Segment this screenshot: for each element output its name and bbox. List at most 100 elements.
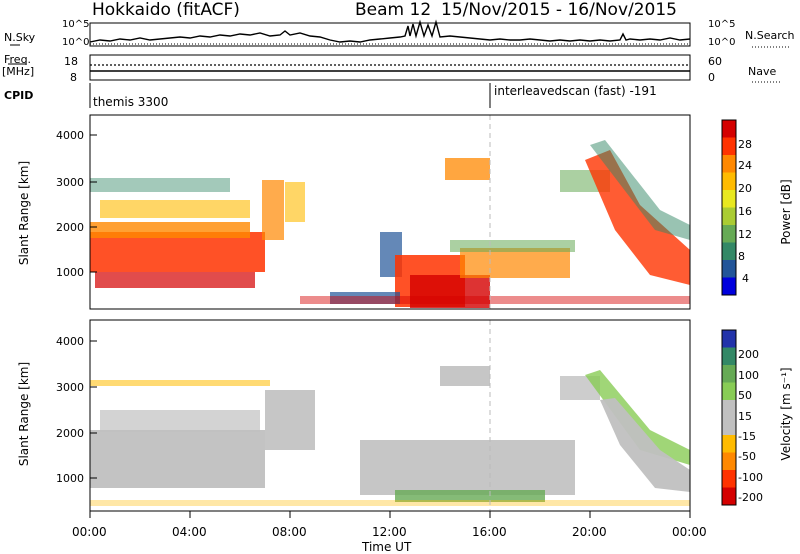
- cpid-segment-1: themis 3300: [93, 95, 169, 109]
- power-blob-left-low: [95, 272, 255, 288]
- x-axis: [89, 511, 691, 518]
- power-colorbar-swatch: [722, 137, 736, 156]
- power-colorbar-swatch: [722, 172, 736, 191]
- xtick-1600: 16:00: [472, 525, 507, 539]
- velocity-panel: [89, 319, 691, 512]
- vel-blob-plume: [265, 390, 315, 450]
- xtick-2000: 20:00: [572, 525, 607, 539]
- velocity-ytick-4000: 4000: [56, 335, 84, 348]
- vel-blob-center-green: [395, 490, 545, 502]
- nsky-label: N.Sky: [4, 31, 36, 44]
- power-blob-left-top: [90, 178, 230, 192]
- power-panel: [89, 114, 691, 310]
- count-tick-high-right: 10^5: [708, 19, 736, 30]
- power-colorbar: [721, 119, 737, 296]
- power-blob-left-base: [90, 232, 265, 272]
- count-tick-high-left: 10^5: [62, 19, 90, 30]
- power-cb-tick-20: 20: [738, 182, 752, 195]
- power-blob-mid-band-green: [450, 240, 575, 252]
- power-ytick-3000: 3000: [56, 176, 84, 189]
- power-cb-tick-16: 16: [738, 205, 752, 218]
- power-ytick-4000: 4000: [56, 129, 84, 142]
- velocity-colorbar-swatch: [722, 382, 736, 401]
- nsky-panel: [10, 19, 790, 48]
- cpid-panel: [89, 83, 491, 108]
- vel-cb-tick-200: 200: [738, 348, 759, 361]
- xtick-0000: 00:00: [72, 525, 107, 539]
- velocity-colorbar-swatch: [722, 365, 736, 383]
- velocity-colorbar: [721, 329, 737, 506]
- power-cb-tick-4: 4: [742, 272, 749, 285]
- power-blob-mid-band: [460, 248, 570, 278]
- power-colorbar-swatch: [722, 242, 736, 261]
- power-cb-tick-24: 24: [738, 159, 752, 172]
- velocity-colorbar-swatch: [722, 435, 736, 453]
- nave-label: Nave: [748, 65, 777, 78]
- nsearch-label: N.Search: [745, 29, 795, 42]
- vel-blob-center: [360, 440, 575, 495]
- velocity-colorbar-frame: [721, 329, 737, 506]
- power-colorbar-swatch: [722, 207, 736, 226]
- power-blob-right-arc: [585, 150, 690, 285]
- vel-cb-tick-m200: -200: [738, 491, 763, 504]
- station-title: Hokkaido (fitACF): [92, 0, 240, 20]
- power-blob-right-arc-outer: [590, 140, 690, 240]
- power-ytick-2000: 2000: [56, 221, 84, 234]
- freq-tick-low: 8: [70, 71, 77, 84]
- vel-blob-right-arc-green: [585, 370, 690, 465]
- velocity-colorbar-swatch: [722, 487, 736, 506]
- velocity-colorbar-swatch: [722, 452, 736, 471]
- power-blob-center-red: [410, 275, 490, 308]
- date-range: 15/Nov/2015 - 16/Nov/2015: [441, 0, 677, 20]
- count-tick-low-left: 10^0: [62, 37, 90, 48]
- count-tick-low-right: 10^0: [708, 37, 736, 48]
- power-colorbar-swatch: [722, 277, 736, 296]
- velocity-scatter: [90, 366, 690, 506]
- vel-blob-left: [90, 430, 265, 488]
- cpid-label: CPID: [4, 89, 34, 102]
- freq-label: Freq.: [4, 53, 32, 66]
- xtick-2400: 00:00: [672, 525, 707, 539]
- freq-nave-panel: [8, 54, 780, 83]
- power-colorbar-swatch: [722, 190, 736, 208]
- power-ytick-1000: 1000: [56, 266, 84, 279]
- beam-label: Beam 12: [355, 0, 432, 20]
- power-blob-plume: [262, 180, 284, 240]
- power-blob-plume2: [285, 182, 305, 222]
- power-scatter: [90, 140, 690, 308]
- power-cb-tick-8: 8: [738, 250, 745, 263]
- velocity-ytick-1000: 1000: [56, 472, 84, 485]
- nave-tick-low: 0: [708, 71, 715, 84]
- xtick-0800: 08:00: [272, 525, 307, 539]
- vel-cb-tick-100: 100: [738, 369, 759, 382]
- power-colorbar-frame: [721, 119, 737, 296]
- freq-tick-high: 18: [64, 55, 78, 68]
- xtick-0400: 04:00: [172, 525, 207, 539]
- velocity-colorbar-swatch: [722, 400, 736, 418]
- power-blob-left-upper: [90, 222, 250, 238]
- vel-blob-orange-band: [90, 380, 270, 386]
- velocity-ytick-2000: 2000: [56, 427, 84, 440]
- power-blob-left-mid: [100, 200, 250, 218]
- velocity-colorbar-swatch: [722, 330, 736, 348]
- nsky-trace: [89, 19, 691, 43]
- velocity-colorbar-swatch: [722, 347, 736, 366]
- power-colorbar-swatch: [722, 225, 736, 243]
- velocity-colorbar-swatch: [722, 417, 736, 436]
- xlabel: Time UT: [362, 540, 412, 554]
- power-cb-tick-28: 28: [738, 138, 752, 151]
- vel-cb-tick-m100: -100: [738, 471, 763, 484]
- velocity-colorbar-swatch: [722, 470, 736, 488]
- velocity-ytick-3000: 3000: [56, 381, 84, 394]
- power-colorbar-swatch: [722, 155, 736, 173]
- vel-cb-tick-15: 15: [738, 410, 752, 423]
- power-blob-bottom-strip: [300, 296, 690, 304]
- nave-tick-high: 60: [708, 55, 722, 68]
- freq-unit: [MHz]: [2, 65, 35, 78]
- power-colorbar-swatch: [722, 260, 736, 278]
- cpid-segment-2: interleavedscan (fast) -191: [494, 84, 657, 98]
- vel-blob-upper-center: [440, 366, 490, 386]
- vel-blob-right-arc: [600, 398, 690, 492]
- power-colorbar-swatch: [722, 120, 736, 138]
